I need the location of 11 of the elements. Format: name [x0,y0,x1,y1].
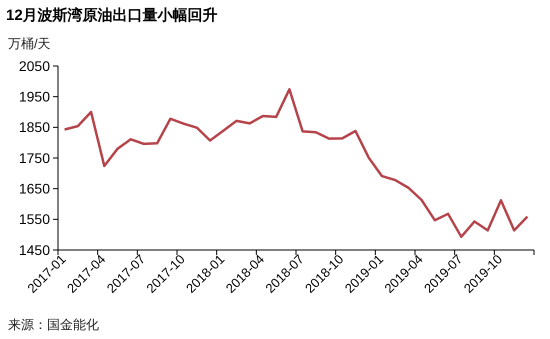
y-tick-label: 1650 [18,180,50,197]
y-tick-label: 1450 [18,242,50,258]
y-axis-title: 万桶/天 [8,36,51,51]
line-series [63,88,529,238]
y-tick-label: 2050 [18,58,50,74]
chart-title: 12月波斯湾原油出口量小幅回升 [6,6,218,24]
source-note: 来源：国金能化 [8,317,99,332]
y-tick-label: 1750 [18,150,50,166]
y-tick-label: 1850 [18,119,50,136]
y-tick-label: 1550 [18,211,50,228]
y-tick-label: 1950 [18,88,50,105]
